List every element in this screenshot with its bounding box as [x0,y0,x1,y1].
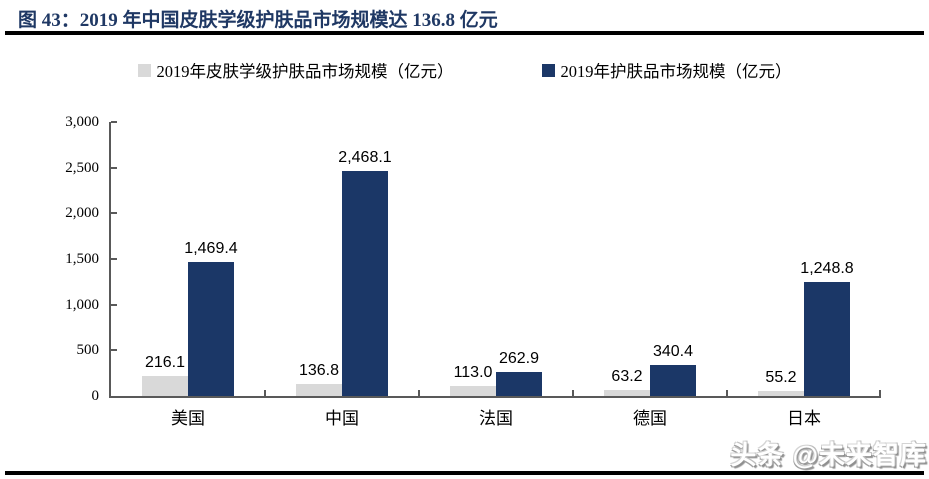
bar-derm-skincare [604,390,650,396]
bar-value-label: 55.2 [765,368,797,386]
bar-group: 216.1 1,469.4 美国 [111,122,265,428]
bar-value-label: 2,468.1 [338,148,392,166]
bar-derm-skincare [758,390,804,396]
bar-total-skincare [342,170,388,396]
bar-total-skincare [188,261,234,396]
legend-label-derm-skincare: 2019年皮肤学级护肤品市场规模（亿元） [156,62,454,81]
bar-total-skincare [804,281,850,396]
y-axis-line [109,122,111,398]
x-axis-tick [418,390,420,396]
category-label: 法国 [479,409,513,428]
x-axis-tick [572,390,574,396]
y-axis-tick-label: 2,500 [65,159,99,176]
bar-chart-plot-area: 0 500 1,000 1,500 2,000 2,500 3,000 216.1 1,469.… [65,114,881,428]
title-divider-line [5,31,924,35]
legend-item-total-skincare: 2019年护肤品市场规模（亿元） [541,58,792,82]
y-axis-tick [111,349,117,352]
bar-value-label: 216.1 [144,354,186,372]
y-axis-tick-label: 1,500 [65,251,99,267]
x-axis-line [109,396,881,398]
x-axis-tick [726,390,728,396]
figure-title: 图 43：2019 年中国皮肤学级护肤品市场规模达 136.8 亿元 [18,10,498,31]
bar-value-label: 1,469.4 [184,239,238,257]
bar-value-label: 340.4 [652,342,694,360]
watermark-toutiao: 头条 @未来智库 [730,440,927,470]
y-axis-tick [111,258,117,260]
legend-swatch-navy [541,63,555,77]
x-axis-tick [264,390,266,396]
x-axis-tick [879,390,881,396]
bar-group: 136.8 2,468.1 中国 [265,122,419,428]
legend-swatch-gray [137,63,151,77]
bar-value-label: 113.0 [453,363,493,381]
bar-value-label: 1,248.8 [800,259,854,277]
bar-value-label: 136.8 [298,361,340,379]
y-axis-tick-label: 3,000 [65,114,99,130]
bar-derm-skincare [296,383,342,396]
chart-legend: 2019年皮肤学级护肤品市场规模（亿元） 2019年护肤品市场规模（亿元） [0,58,929,82]
bar-group: 113.0 262.9 法国 [419,122,573,428]
y-axis-tick-label: 2,000 [65,205,99,222]
bar-total-skincare [650,364,696,396]
category-label: 德国 [633,409,667,428]
bottom-divider-line [5,471,924,475]
category-label: 美国 [171,409,205,428]
bar-value-label: 262.9 [498,350,540,367]
y-axis-tick-label: 1,000 [65,296,99,313]
bar-derm-skincare [142,376,188,396]
legend-label-total-skincare: 2019年护肤品市场规模（亿元） [560,62,792,81]
bar-total-skincare [496,372,542,396]
y-axis-tick [111,212,117,215]
bar-group: 63.2 340.4 德国 [573,122,727,428]
y-axis-tick [111,303,117,306]
y-axis-tick [111,121,117,123]
bar-group: 55.2 1,248.8 日本 [727,122,881,428]
y-axis-tick [111,166,117,169]
y-axis-tick-label: 500 [76,342,100,359]
y-axis-tick-label: 0 [91,388,100,404]
category-label: 日本 [787,409,821,428]
bar-value-label: 63.2 [611,368,643,386]
category-label: 中国 [325,409,359,428]
legend-item-derm-skincare: 2019年皮肤学级护肤品市场规模（亿元） [137,58,454,82]
bar-derm-skincare [450,385,496,396]
